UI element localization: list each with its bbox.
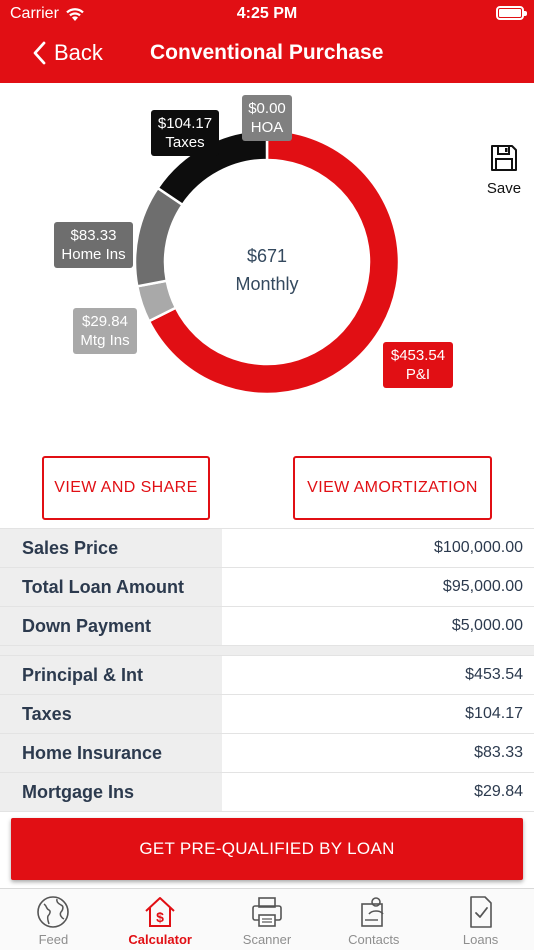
battery-icon [496,6,527,20]
tab-feed[interactable]: Feed [0,889,107,950]
row-label: Total Loan Amount [0,568,222,606]
tab-scanner[interactable]: Scanner [214,889,321,950]
view-amortization-button[interactable]: VIEW AMORTIZATION [293,456,492,520]
get-prequalified-button[interactable]: GET PRE-QUALIFIED BY LOAN [11,818,523,880]
table-row: Principal & Int $453.54 [0,656,534,695]
label-pi: $453.54 P&I [383,342,453,388]
svg-text:$: $ [156,909,164,925]
back-label: Back [54,40,103,65]
view-and-share-button[interactable]: VIEW AND SHARE [42,456,210,520]
chart-center-label: Monthly [235,274,299,294]
row-value: $5,000.00 [451,617,523,634]
tab-bar: Feed $ Calculator Scanner Contacts [0,888,534,950]
back-button[interactable]: Back [32,40,103,66]
row-label: Taxes [0,695,222,733]
table-row: Down Payment $5,000.00 [0,607,534,646]
tab-label: Scanner [242,932,292,947]
tab-label: Contacts [348,932,400,947]
tab-loans[interactable]: Loans [427,889,534,950]
table-row: Home Insurance $83.33 [0,734,534,773]
label-taxes-value: $104.17 [157,115,213,132]
wifi-icon [66,7,84,21]
label-pi-name: P&I [405,366,431,383]
contact-card-icon [360,897,384,927]
payment-chart: $671 Monthly $104.17 Taxes $0.00 HOA $83… [0,83,534,443]
label-mtg-ins-value: $29.84 [82,313,128,330]
chart-center-value: $671 [246,246,288,266]
loan-summary-table: Sales Price $100,000.00 Total Loan Amoun… [0,528,534,812]
table-row: Sales Price $100,000.00 [0,529,534,568]
row-value: $29.84 [474,783,523,800]
top-bar: Carrier 4:25 PM Back Conventional Purcha… [0,0,534,83]
label-home-ins-name: Home Ins [61,246,126,263]
label-mtg-ins-name: Mtg Ins [80,332,130,349]
table-row: Total Loan Amount $95,000.00 [0,568,534,607]
save-label: Save [486,180,522,197]
label-hoa-name: HOA [250,119,284,136]
tab-label: Calculator [128,932,192,947]
row-value: $104.17 [465,705,523,722]
label-hoa: $0.00 HOA [242,95,292,141]
label-home-ins-value: $83.33 [70,227,117,244]
tab-contacts[interactable]: Contacts [320,889,427,950]
row-value: $95,000.00 [442,578,523,595]
label-taxes-name: Taxes [165,134,205,151]
row-value: $83.33 [474,744,523,761]
carrier-label: Carrier [10,5,59,22]
chevron-left-icon [33,41,46,65]
nav-bar: Back Conventional Purchase [0,28,534,83]
globe-icon [37,896,70,928]
label-taxes: $104.17 Taxes [151,110,219,156]
tab-label: Loans [462,932,499,947]
tab-calculator[interactable]: $ Calculator [107,889,214,950]
carrier: Carrier [10,5,85,23]
status-bar: Carrier 4:25 PM [0,0,534,28]
row-value: $100,000.00 [434,539,523,556]
row-label: Down Payment [0,607,222,645]
label-mtg-ins: $29.84 Mtg Ins [73,308,137,354]
save-button[interactable]: Save [484,143,524,197]
table-row: Taxes $104.17 [0,695,534,734]
table-row: Mortgage Ins $29.84 [0,773,534,812]
page-title: Conventional Purchase [150,41,384,64]
row-label: Sales Price [0,529,222,567]
row-value: $453.54 [465,666,523,683]
document-check-icon [469,896,492,928]
label-pi-value: $453.54 [390,347,446,364]
label-hoa-value: $0.00 [248,100,286,117]
row-label: Mortgage Ins [0,773,222,811]
printer-icon [252,897,282,927]
tab-label: Feed [38,932,69,947]
row-label: Home Insurance [0,734,222,772]
label-home-ins: $83.33 Home Ins [54,222,133,268]
donut-slice-p-i [147,128,401,396]
status-time: 4:25 PM [236,5,298,22]
floppy-disk-icon [491,145,517,171]
row-label: Principal & Int [0,656,222,694]
donut-slice-home-ins [133,186,185,288]
house-dollar-icon: $ [145,897,175,927]
section-divider [0,646,534,656]
